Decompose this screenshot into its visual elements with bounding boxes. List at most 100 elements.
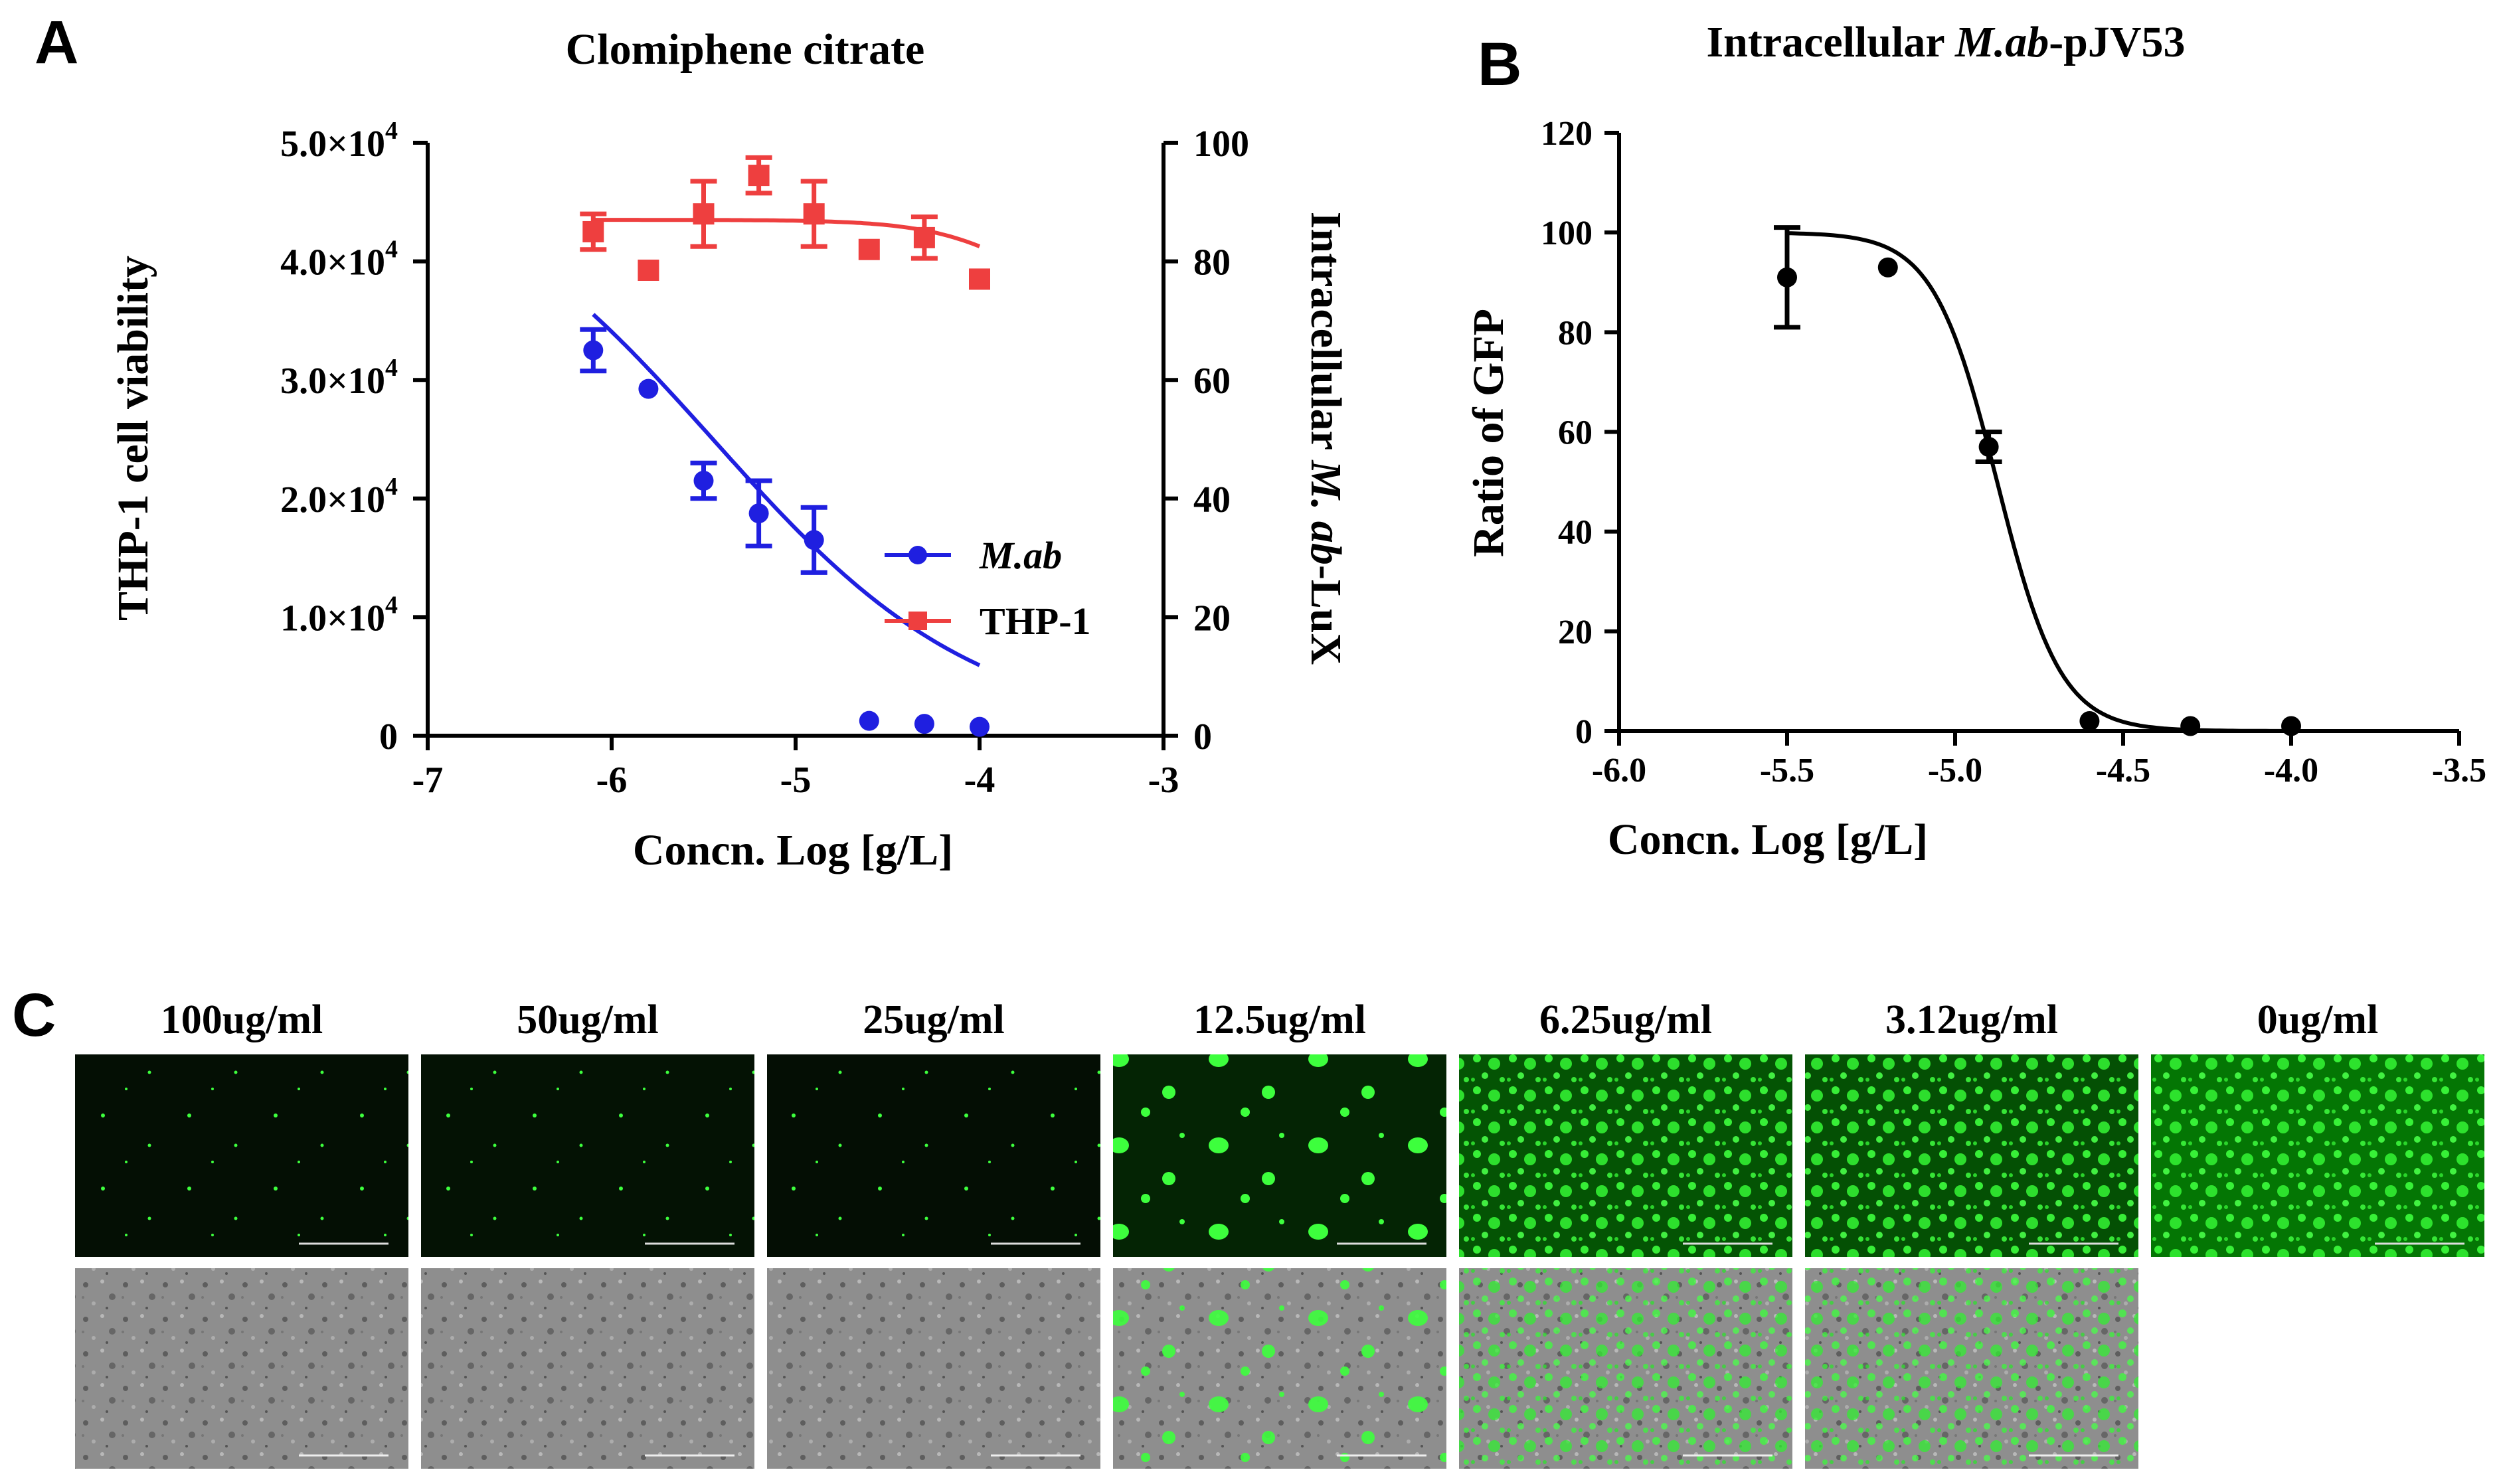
chart-b-title-part-1: Intracellular	[1706, 18, 1955, 66]
panel-letter-b: B	[1478, 31, 1521, 98]
data-point	[914, 714, 934, 734]
y-tick-exponent: 4	[385, 236, 398, 264]
legend-label-mab: M.ab	[979, 534, 1062, 577]
chart-a-ylabel-right: Intracellular M. ab-LuX	[1302, 212, 1350, 665]
fluorescence-cells	[75, 1054, 408, 1257]
chart-a-ylabel-right-part-2: M. ab	[1302, 459, 1350, 565]
data-point	[582, 220, 604, 242]
concentration-label: 0ug/ml	[2257, 997, 2379, 1042]
y-tick-label: 40	[1558, 514, 1593, 552]
data-point	[913, 226, 935, 248]
brightfield-image	[75, 1268, 408, 1469]
data-point	[693, 471, 714, 491]
brightfield-image	[767, 1268, 1100, 1469]
chart-a-axes	[426, 143, 1165, 738]
data-point	[970, 716, 990, 737]
y-tick-label: 120	[1541, 115, 1593, 153]
y-tick-label-left: 5.0×104	[280, 117, 398, 165]
chart-a: Clomiphene citrate 0 1.0×104 2.0×104 3.0×10…	[109, 25, 1350, 874]
chart-b-title-part-3: -pJV53	[2049, 18, 2185, 66]
y-tick-label-right: 60	[1193, 361, 1231, 402]
y-tick-label: 80	[1558, 314, 1593, 352]
x-tick-label: -6.0	[1592, 752, 1646, 789]
data-point	[748, 503, 769, 524]
y-tick-label-left: 0	[379, 716, 398, 758]
y-tick-label: 20	[1558, 614, 1593, 651]
y-tick-label-right: 20	[1193, 598, 1231, 639]
legend-marker-mab	[908, 546, 927, 564]
concentration-label: 12.5ug/ml	[1193, 997, 1366, 1042]
data-point	[2281, 716, 2301, 736]
brightfield-overlay	[1805, 1268, 2138, 1469]
legend-label-thp1: THP-1	[980, 600, 1091, 643]
panel-c-micrographs: 100ug/ml 50ug/ml 25ug/ml 12.5ug/ml 6.25ug/ml…	[75, 997, 2484, 1469]
y-tick-exponent: 4	[385, 354, 398, 382]
x-tick-label: -4.0	[2264, 752, 2318, 789]
concentration-label: 3.12ug/ml	[1885, 997, 2058, 1042]
data-point	[638, 259, 659, 281]
y-tick-label-left: 1.0×104	[280, 591, 398, 639]
y-tick-label-left: 2.0×104	[280, 473, 398, 521]
x-tick-label: -4.5	[2096, 752, 2150, 789]
data-point	[1978, 437, 1999, 457]
fit-curve	[1786, 231, 2291, 733]
y-tick-exponent: 4	[385, 591, 398, 619]
data-point	[859, 710, 879, 731]
data-point	[638, 378, 659, 399]
fluorescence-cells	[1805, 1054, 2138, 1257]
data-point	[804, 530, 824, 550]
chart-b-xlabel: Concn. Log [g/L]	[1608, 815, 1928, 864]
fluorescence-cells	[1113, 1054, 1446, 1257]
chart-a-x-ticks: -7 -6 -5 -4 -3	[412, 736, 1179, 801]
x-tick-label: -6	[596, 760, 628, 801]
y-tick-label-left: 4.0×104	[280, 236, 398, 284]
x-tick-label: -3.5	[2432, 752, 2486, 789]
data-point	[969, 268, 990, 290]
x-tick-label: -5	[780, 760, 812, 801]
chart-a-right-ticks: 0 20 40 60 80 100	[1164, 124, 1249, 758]
data-point	[2079, 710, 2100, 731]
data-point	[858, 238, 880, 260]
chart-b-title: Intracellular M.ab-pJV53	[1706, 18, 2185, 66]
y-tick-label: 60	[1558, 414, 1593, 452]
chart-a-curves	[592, 218, 981, 667]
brightfield-overlay	[1113, 1268, 1446, 1469]
chart-b-x-ticks: -6.0 -5.5 -5.0 -4.5 -4.0 -3.5	[1592, 731, 2486, 789]
concentration-label: 25ug/ml	[863, 997, 1005, 1042]
fluorescence-cells	[1459, 1054, 1792, 1257]
chart-b-axes	[1617, 133, 2459, 733]
chart-a-legend: M.ab THP-1	[885, 534, 1091, 643]
concentration-label: 6.25ug/ml	[1539, 997, 1712, 1042]
data-point	[1777, 267, 1797, 288]
panel-letter-a: A	[35, 9, 78, 76]
chart-a-title: Clomiphene citrate	[566, 25, 925, 74]
data-point	[1877, 257, 1898, 278]
fluorescence-cells	[2151, 1054, 2484, 1257]
brightfield-image	[421, 1268, 754, 1469]
y-tick-label: 0	[1575, 713, 1593, 751]
concentration-label: 100ug/ml	[161, 997, 323, 1042]
fluorescence-cells	[421, 1054, 754, 1257]
brightfield-overlay	[1459, 1268, 1792, 1469]
chart-b-y-ticks: 0 20 40 60 80 100 120	[1541, 115, 1619, 751]
data-point	[748, 165, 770, 187]
y-tick-label-right: 40	[1193, 479, 1231, 521]
data-point	[583, 340, 604, 361]
y-tick-label: 100	[1541, 214, 1593, 252]
chart-b-curves	[1786, 231, 2291, 733]
fluorescence-cells	[767, 1054, 1100, 1257]
chart-a-ylabel-right-part-1: Intracellular	[1302, 212, 1350, 461]
chart-a-left-ticks: 0 1.0×104 2.0×104 3.0×104 4.0×104 5.0×104	[280, 117, 428, 758]
y-tick-label-right: 80	[1193, 242, 1231, 284]
x-tick-label: -3	[1148, 760, 1179, 801]
y-tick-exponent: 4	[385, 473, 398, 501]
chart-b-title-part-2: M.ab	[1954, 18, 2049, 66]
x-tick-label: -7	[412, 760, 444, 801]
panel-letter-c: C	[12, 981, 56, 1049]
data-point	[693, 203, 715, 225]
x-tick-label: -5.5	[1760, 752, 1814, 789]
concentration-label: 50ug/ml	[517, 997, 659, 1042]
data-point	[2180, 716, 2201, 736]
chart-a-ylabel-left: THP-1 cell viability	[109, 256, 157, 621]
